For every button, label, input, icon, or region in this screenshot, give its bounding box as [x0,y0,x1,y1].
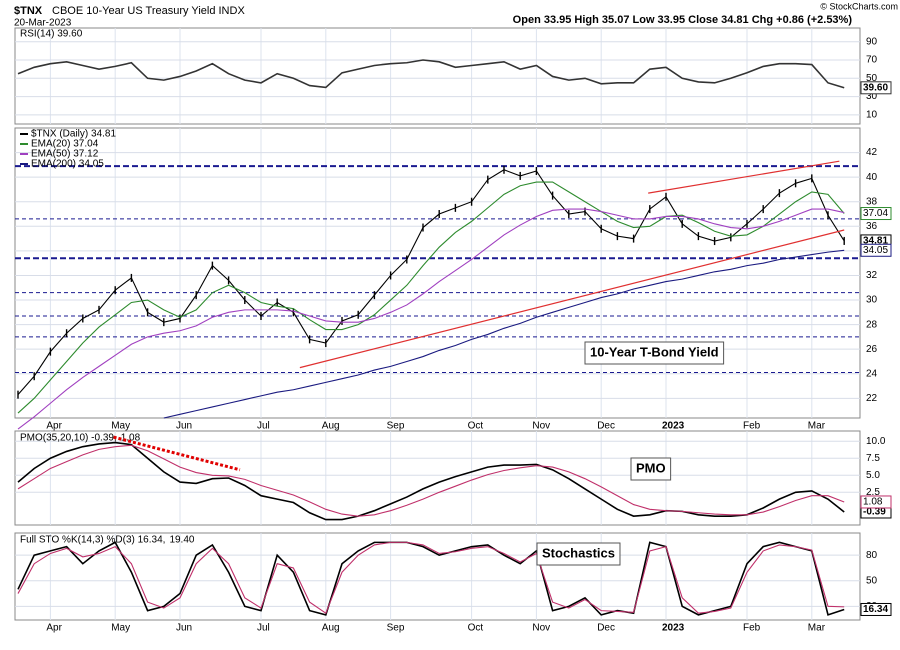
y-tick-label: 42 [866,147,878,158]
x-tick-label: 2023 [662,623,685,634]
y-tick-label: 30 [866,295,878,306]
panel [14,127,861,419]
trendline [648,160,840,194]
symbol: $TNX [14,5,43,17]
y-tick-label: 10 [866,109,878,120]
y-tick-label: 90 [866,36,878,47]
y-tick-label: 32 [866,270,878,281]
end-label-box [860,81,892,95]
annotation-box [536,542,621,566]
legend-entry: RSI(14) 39.60 [20,29,83,40]
x-tick-label: Dec [597,623,615,634]
y-tick-label: 30 [866,91,878,102]
series-line [17,59,845,89]
x-tick-label: Aug [322,421,340,432]
x-tick-label: Jul [257,623,270,634]
end-label-box [860,243,892,257]
y-tick-label: 24 [866,368,878,379]
x-tick-label: Jun [176,421,192,432]
annotation: Stochastics [542,545,615,560]
end-label: 37.04 [863,208,888,219]
x-tick-label: Nov [532,623,550,634]
symbol-name: CBOE 10-Year US Treasury Yield INDX [52,5,245,17]
y-tick-label: 38 [866,196,878,207]
x-tick-label: Jul [257,421,270,432]
x-tick-label: Nov [532,421,550,432]
x-tick-label: Feb [743,623,761,634]
trendline [299,229,845,369]
trendline [113,435,241,472]
y-tick-label: 50 [866,73,878,84]
panel [14,27,861,125]
legend-entry: PMO(35,20,10) -0.39, [20,433,117,444]
y-tick-label: 50 [866,575,878,586]
y-tick-label: 26 [866,344,878,355]
end-label: 34.81 [863,236,888,247]
series-line [17,444,845,517]
annotation-box [630,457,672,481]
end-label-box [860,207,892,221]
x-tick-label: Sep [387,421,405,432]
y-tick-label: 2.5 [866,487,880,498]
panel [14,532,861,621]
y-tick-label: 5.0 [866,470,880,481]
annotation: 10-Year T-Bond Yield [590,344,719,359]
y-tick-label: 28 [866,319,878,330]
y-tick-label: 22 [866,393,878,404]
legend-entry: Full STO %K(14,3) %D(3) 16.34, [20,535,165,546]
end-label: 1.08 [863,497,883,508]
x-tick-label: Oct [468,421,484,432]
legend-entry: $TNX (Daily) 34.81 [31,129,116,140]
legend-entry: EMA(50) 37.12 [31,149,99,160]
annotation-box [584,341,725,365]
x-tick-label: Aug [322,623,340,634]
x-tick-label: Mar [808,623,826,634]
series-line [17,181,845,414]
end-label-box [860,602,892,616]
legend-entry: EMA(200) 34.05 [31,159,104,170]
end-label: 16.34 [863,604,888,615]
legend-entry: 19.40 [169,535,194,546]
x-tick-label: Oct [468,623,484,634]
x-tick-label: Sep [387,623,405,634]
series-line [163,249,845,419]
end-label: 34.05 [863,245,888,256]
x-tick-label: May [111,421,130,432]
x-tick-label: 2023 [662,421,685,432]
y-tick-label: 10.0 [866,436,886,447]
credit: © StockCharts.com [820,1,898,11]
x-tick-label: May [111,623,130,634]
y-tick-label: 7.5 [866,453,880,464]
y-tick-label: 40 [866,172,878,183]
end-label: -0.39 [863,507,886,518]
x-tick-label: Feb [743,421,761,432]
x-tick-label: Mar [808,421,826,432]
annotation: PMO [636,460,666,475]
panel [14,430,861,526]
x-tick-label: Apr [46,421,62,432]
x-tick-label: Jun [176,623,192,634]
y-tick-label: 80 [866,550,878,561]
y-tick-label: 36 [866,221,878,232]
x-tick-label: Apr [46,623,62,634]
quote: Open 33.95 High 35.07 Low 33.95 Close 34… [513,14,853,26]
series-line [17,441,845,521]
series-line [17,541,845,615]
series-line [17,208,845,430]
chart-date: 20-Mar-2023 [14,18,72,29]
end-label-box [860,495,892,509]
legend-entry: EMA(20) 37.04 [31,139,99,150]
x-tick-label: Dec [597,421,615,432]
legend-entry: 1.08 [121,433,141,444]
series-line [17,169,845,396]
y-tick-label: 70 [866,55,878,66]
end-label: 39.60 [863,82,888,93]
